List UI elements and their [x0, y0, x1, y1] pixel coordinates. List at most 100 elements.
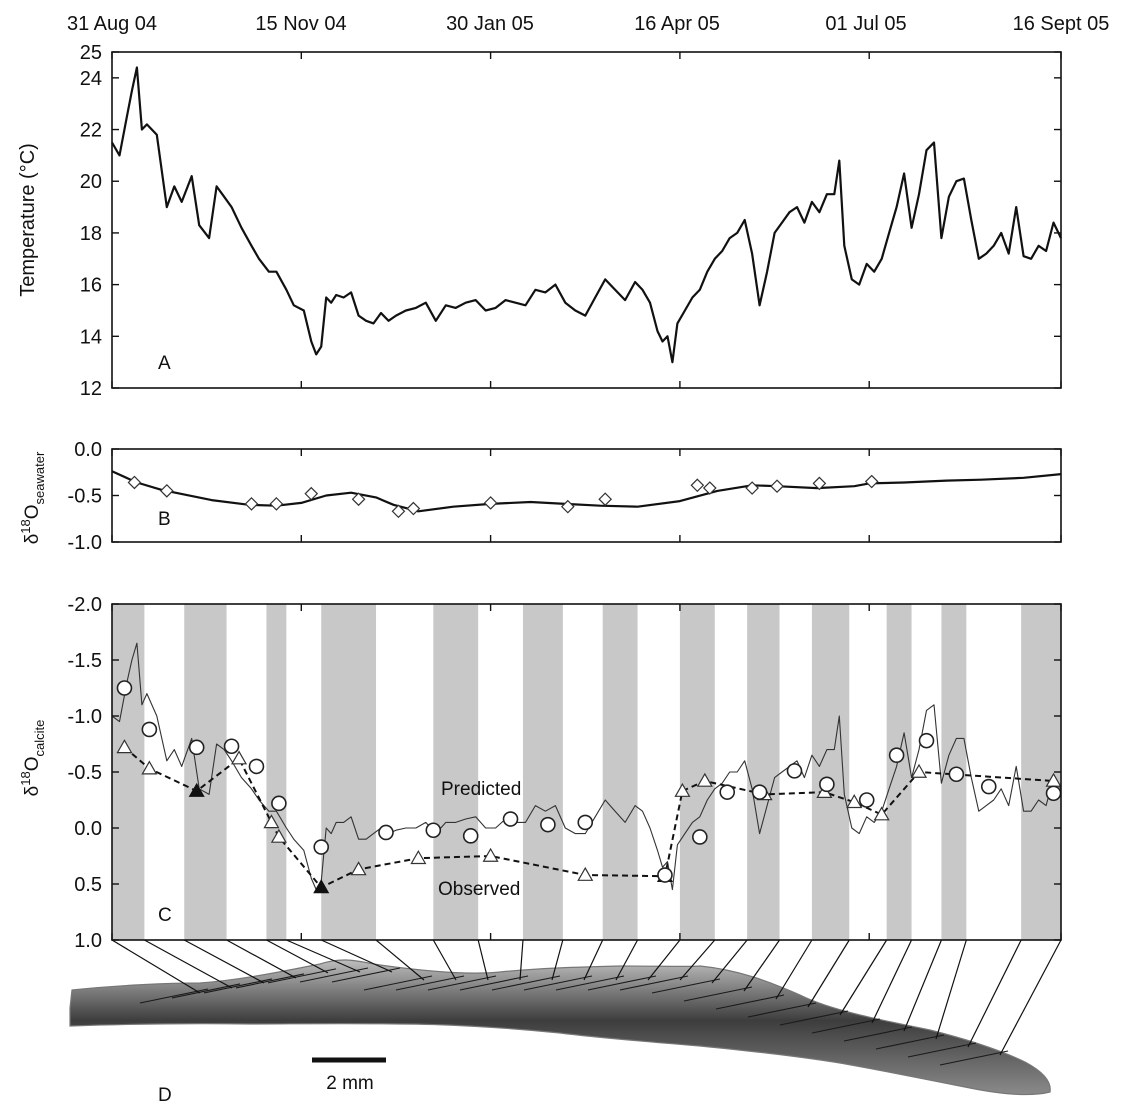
observed-triangle-marker [270, 828, 287, 843]
seawater-diamond-marker [864, 474, 879, 489]
shell-growth-line [619, 975, 689, 991]
observed-filled-triangle-marker [188, 782, 205, 797]
sampling-connector-line [320, 939, 393, 973]
predicted-circle-marker [888, 747, 905, 764]
predicted-circle-marker [657, 867, 673, 883]
seawater-axes: 0.0 -0.5 -1.0 [68, 439, 1062, 554]
calcite-y-tick-label: 0.0 [74, 818, 102, 840]
shell-growth-line [555, 975, 625, 991]
observed-triangle-marker [230, 750, 248, 765]
temperature-y-tick-label: 18 [80, 223, 102, 245]
sampling-connector-line [679, 939, 716, 981]
shell-growth-line [363, 975, 433, 991]
calcite-y-tick-label: -1.5 [68, 650, 102, 672]
shell-growth-line [395, 975, 465, 991]
seawater-diamond-marker [483, 496, 498, 510]
calcite-ylabel-delta: δ [22, 786, 43, 797]
sampling-connector-line [519, 939, 524, 981]
temperature-y-tick-label: 14 [80, 326, 102, 348]
predicted-circle-marker [918, 732, 935, 749]
sampling-connector-line [935, 939, 967, 1040]
seawater-diamond-marker [690, 478, 705, 493]
temperature-series [111, 66, 1062, 364]
predicted-circle-marker [948, 766, 965, 783]
sampling-connector-line [375, 939, 425, 981]
seawater-diamond-marker [812, 476, 827, 491]
calcite-y-axis-label: δ18Ocalcite [18, 720, 47, 797]
x-tick-label-0: 31 Aug 04 [67, 13, 157, 35]
calcite-ylabel-super: 18 [18, 771, 33, 785]
predicted-circle-marker [502, 811, 519, 827]
calcite-shaded-band [679, 604, 715, 940]
observed-dashed-line [123, 746, 1054, 889]
seawater-chart: 0.0 -0.5 -1.0 δ18Oseawater B [18, 439, 1062, 554]
predicted-circle-marker [248, 758, 265, 775]
shell-growth-line [939, 1050, 1009, 1066]
annotation-observed: Observed [438, 879, 520, 900]
seawater-diamond-marker [406, 501, 421, 516]
calcite-shaded-band [522, 604, 563, 940]
seawater-ylabel-sub: seawater [32, 451, 47, 504]
shell-growth-line [523, 975, 593, 991]
observed-triangle-marker [674, 782, 691, 797]
sampling-connector-line [477, 939, 489, 981]
observed-triangle-marker [410, 850, 427, 865]
shell-cross-section: 2 mm D [69, 939, 1062, 1103]
seawater-ylabel-delta: δ [22, 534, 43, 545]
observed-triangle-marker [873, 806, 890, 821]
shell-growth-line [587, 975, 657, 991]
shell-growth-line [491, 975, 561, 991]
shell-growth-line [811, 1018, 881, 1034]
predicted-circle-marker [692, 829, 708, 845]
seawater-y-axis-label: δ18Oseawater [18, 451, 47, 544]
shell-growth-line [747, 1002, 817, 1018]
observed-triangle-marker [116, 739, 133, 754]
sampling-connector-line [999, 939, 1062, 1056]
seawater-diamond-marker [391, 504, 406, 519]
seawater-diamond-marker [159, 484, 174, 498]
temperature-y-tick-label: 24 [80, 68, 102, 90]
predicted-circle-marker [719, 784, 736, 800]
calcite-y-tick-label: -0.5 [68, 762, 102, 784]
sampling-connector-line [226, 939, 297, 979]
calcite-shaded-band [886, 604, 912, 940]
sampling-connector-line [144, 939, 233, 989]
predicted-circle-marker [858, 792, 875, 808]
seawater-diamond-marker [304, 486, 319, 501]
calcite-y-tick-label: 1.0 [74, 930, 102, 952]
x-tick-label-5: 16 Sept 05 [1013, 13, 1110, 35]
seawater-diamond-marker [269, 497, 284, 511]
shell-growth-line [715, 994, 785, 1010]
panel-label-c: C [158, 905, 172, 926]
annotation-predicted: Predicted [441, 779, 521, 800]
predicted-line [111, 642, 1062, 891]
shell-growth-line [779, 1010, 849, 1026]
predicted-circle-marker [425, 822, 442, 839]
sampling-connector-line [583, 939, 604, 981]
predicted-circle-marker [313, 839, 330, 855]
temperature-y-tick-label: 22 [80, 120, 102, 142]
sampling-connector-line [183, 939, 265, 984]
calcite-y-tick-label: 0.5 [74, 874, 102, 896]
observed-triangle-marker [263, 814, 280, 829]
sampling-connector-line [266, 939, 329, 974]
sampling-connector-lines [111, 939, 1062, 1056]
calcite-chart: -2.0-1.5-1.0-0.50.00.51.0 δ18Ocalcite C … [18, 594, 1062, 952]
calcite-shaded-band [321, 604, 377, 940]
calcite-shaded-band [747, 604, 780, 940]
sampling-connector-line [111, 939, 201, 994]
predicted-circle-marker [188, 739, 205, 756]
shell-growth-line [683, 986, 753, 1002]
shell-growth-line [843, 1026, 913, 1042]
calcite-shaded-band [811, 604, 850, 940]
seawater-ylabel-o: O [22, 504, 43, 519]
sampling-connector-line [903, 939, 942, 1032]
temperature-y-tick-label: 20 [80, 171, 102, 193]
sampling-connector-line [711, 939, 748, 984]
panel-label-d: D [158, 1085, 172, 1103]
predicted-circle-marker [786, 763, 803, 779]
temperature-chart: 12 14 16 18 20 22 24 25 Temperature (°C) A [17, 42, 1062, 400]
seawater-y-tick-label: -1.0 [68, 532, 102, 554]
observed-triangle-marker [910, 763, 928, 778]
predicted-circle-marker [980, 778, 997, 795]
